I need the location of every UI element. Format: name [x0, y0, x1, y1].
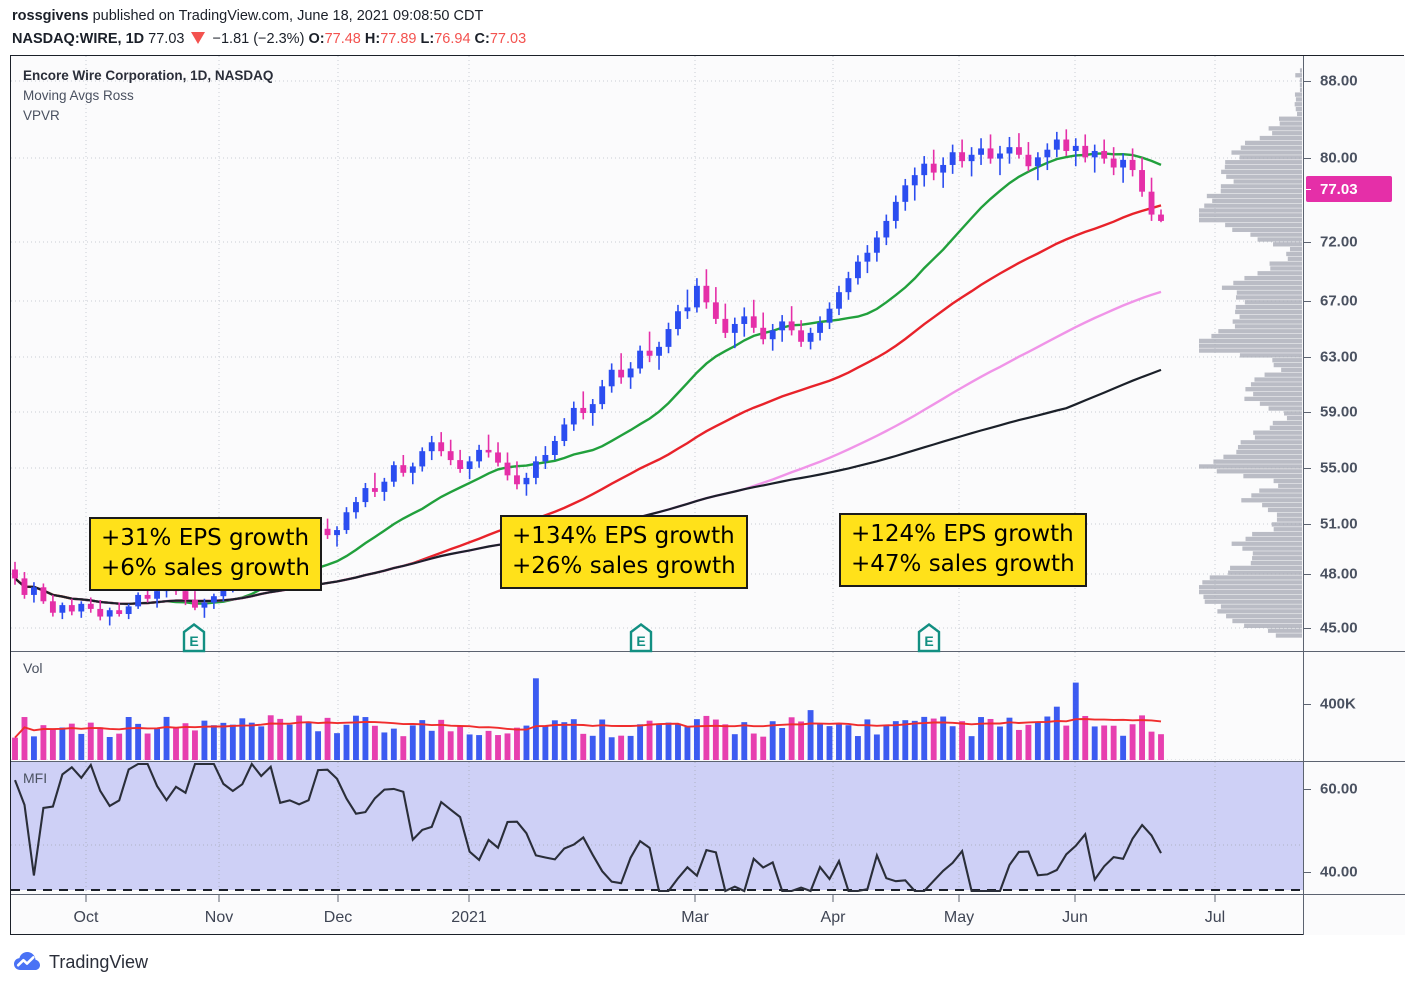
mfi-overbought-band [11, 762, 1303, 890]
time-axis-label: Mar [681, 909, 709, 926]
mfi-panel-label: MFI [23, 770, 48, 786]
svg-text:E: E [636, 633, 645, 649]
tradingview-label: TradingView [49, 951, 149, 972]
earnings-marker[interactable]: E [917, 623, 941, 653]
axis-separator [1304, 651, 1405, 652]
annotation-line-1: +124% EPS growth [851, 521, 1074, 547]
close-label: C: [474, 31, 490, 47]
axis-tick [1304, 81, 1311, 82]
legend-indicator-vpvr[interactable]: VPVR [23, 108, 60, 123]
legend-title: Encore Wire Corporation, 1D, NASDAQ [23, 68, 274, 83]
time-axis-label: Nov [205, 909, 233, 926]
high-value: 77.89 [380, 31, 417, 47]
axis-tick [1304, 574, 1311, 575]
candles [12, 129, 1164, 626]
volume-axis-label: 400K [1320, 695, 1356, 713]
axis-tick [1304, 357, 1311, 358]
volume-plot [11, 652, 1303, 760]
mfi-plot [11, 762, 1303, 894]
volume-panel-label: Vol [23, 660, 43, 676]
time-axis[interactable]: Oct Nov Dec 2021 Mar Apr May Jun Jul [11, 894, 1303, 935]
mfi-axis-label: 60.00 [1320, 780, 1358, 798]
annotation-line-2: +26% sales growth [512, 553, 736, 579]
svg-text:E: E [924, 633, 933, 649]
footer: TradingView [0, 940, 1415, 984]
price-axis-label: 55.00 [1320, 459, 1358, 477]
volume-panel[interactable]: Vol [11, 651, 1303, 760]
axis-separator [1304, 761, 1405, 762]
axis-separator [1304, 894, 1405, 895]
volume-bars [12, 678, 1164, 760]
price-plot [11, 56, 1303, 650]
time-axis-label: Dec [324, 909, 352, 926]
price-panel[interactable]: Encore Wire Corporation, 1D, NASDAQ Movi… [11, 56, 1303, 650]
symbol-label: NASDAQ:WIRE, 1D [12, 31, 145, 47]
time-axis-ticks: Oct Nov Dec 2021 Mar Apr May Jun Jul [74, 895, 1225, 926]
time-axis-label: Jun [1062, 909, 1088, 926]
annotation-line-1: +31% EPS growth [101, 525, 310, 551]
open-label: O: [308, 31, 325, 47]
earnings-marker[interactable]: E [629, 623, 653, 653]
price-axis-label: 88.00 [1320, 72, 1358, 90]
axis-tick [1304, 301, 1311, 302]
axis-tick [1304, 872, 1311, 873]
annotation-line-2: +6% sales growth [101, 555, 311, 581]
annotation-line-2: +47% sales growth [851, 551, 1075, 577]
open-value: 77.48 [324, 31, 361, 47]
price-axis-label: 59.00 [1320, 403, 1358, 421]
price-axis-label: 72.00 [1320, 233, 1358, 251]
time-axis-label: 2021 [451, 909, 487, 926]
mfi-panel[interactable]: MFI [11, 761, 1303, 894]
time-axis-label: Apr [821, 909, 847, 926]
time-axis-label: Oct [74, 909, 99, 926]
chart-frame[interactable]: Encore Wire Corporation, 1D, NASDAQ Movi… [10, 55, 1405, 935]
vpvr-profile [1199, 68, 1302, 638]
close-value: 77.03 [489, 31, 527, 47]
time-axis-label: May [944, 909, 974, 926]
chart-header: rossgivens published on TradingView.com,… [0, 0, 1415, 55]
axis-tick [1304, 789, 1311, 790]
author-name: rossgivens [12, 8, 89, 24]
eps-growth-annotation[interactable]: +124% EPS growth +47% sales growth [839, 513, 1087, 587]
high-label: H: [364, 31, 381, 47]
volume-ma [14, 718, 1162, 739]
annotation-line-1: +134% EPS growth [512, 523, 735, 549]
legend-indicator-moving-avgs[interactable]: Moving Avgs Ross [23, 88, 134, 103]
down-arrow-icon [191, 32, 206, 44]
axis-tick [1304, 412, 1311, 413]
time-axis-label: Jul [1205, 909, 1225, 926]
last-price-tag[interactable]: 77.03 [1306, 176, 1392, 202]
chart-legend: Encore Wire Corporation, 1D, NASDAQ Movi… [23, 66, 273, 126]
mfi-line [14, 762, 1162, 893]
publish-text: published on TradingView.com, June 18, 2… [92, 8, 484, 24]
price-axis-label: 45.00 [1320, 619, 1358, 637]
low-label: L: [420, 31, 435, 47]
axis-tick [1304, 628, 1311, 629]
axis-tick [1304, 158, 1311, 159]
mfi-axis-label: 40.00 [1320, 863, 1358, 881]
price-axis-label: 63.00 [1320, 348, 1358, 366]
last-price-tick [1304, 189, 1311, 190]
eps-growth-annotation[interactable]: +134% EPS growth +26% sales growth [500, 515, 748, 589]
svg-text:E: E [189, 633, 198, 649]
axis-tick [1304, 704, 1311, 705]
tradingview-logo-icon [14, 952, 40, 972]
price-change: −1.81 (−2.3%) [212, 31, 305, 47]
axis-tick [1304, 242, 1311, 243]
last-price: 77.03 [148, 31, 185, 47]
price-axis[interactable]: 88.00 80.00 72.00 67.00 63.00 59.00 55.00 51.00… [1303, 56, 1405, 935]
earnings-marker[interactable]: E [182, 623, 206, 653]
publish-line: rossgivens published on TradingView.com,… [12, 6, 1415, 27]
axis-tick [1304, 524, 1311, 525]
low-value: 76.94 [434, 31, 471, 47]
eps-growth-annotation[interactable]: +31% EPS growth +6% sales growth [89, 517, 323, 591]
price-axis-label: 51.00 [1320, 515, 1358, 533]
axis-tick [1304, 468, 1311, 469]
price-axis-label: 80.00 [1320, 149, 1358, 167]
quote-line: NASDAQ:WIRE, 1D 77.03 −1.81 (−2.3%) O:77… [12, 29, 1415, 50]
price-axis-label: 67.00 [1320, 292, 1358, 310]
price-axis-label: 48.00 [1320, 565, 1358, 583]
